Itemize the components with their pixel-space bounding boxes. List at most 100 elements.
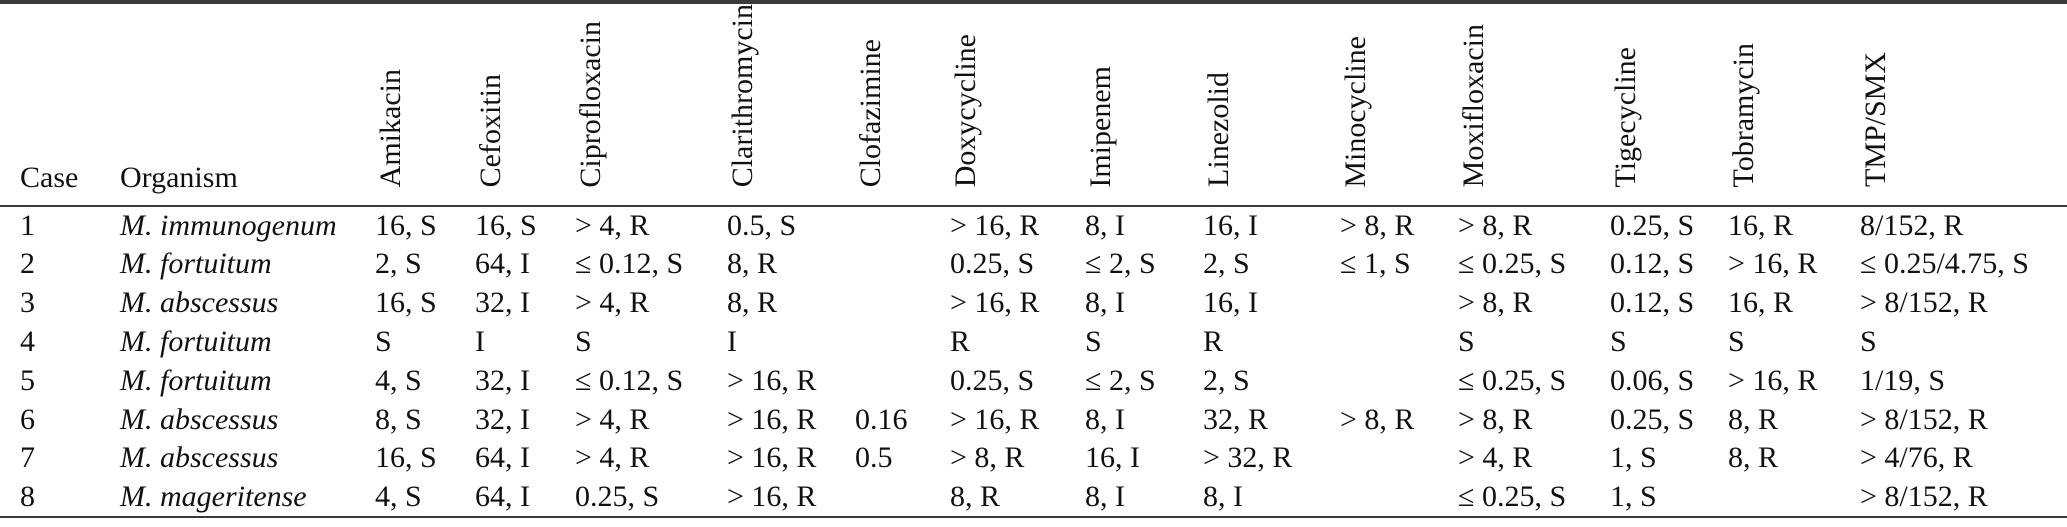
- column-header-tobramycin: Tobramycin: [1708, 2, 1840, 208]
- column-header-organism: Organism: [100, 2, 355, 208]
- susceptibility-cell: 16, S: [475, 209, 537, 243]
- susceptibility-cell: [835, 245, 930, 284]
- organism-cell: M. fortuitum: [120, 247, 272, 281]
- table-row: 4 M. fortuitum S I S I R S R S S S S: [0, 323, 2067, 362]
- susceptibility-cell: ≤ 1, S: [1340, 247, 1411, 281]
- susceptibility-cell: > 16, R: [950, 402, 1040, 436]
- susceptibility-cell: > 16, R: [950, 209, 1040, 243]
- susceptibility-cell: ≤ 2, S: [1085, 363, 1156, 397]
- susceptibility-cell: 4, S: [355, 477, 455, 518]
- susceptibility-cell: > 8/152, R: [1840, 477, 2067, 518]
- table-body: 1 M. immunogenum 16, S 16, S > 4, R 0.5, S > 1…: [0, 206, 2067, 518]
- column-header-label: TMP/SMX: [1859, 52, 1892, 188]
- susceptibility-cell: 64, I: [455, 477, 555, 518]
- column-header-label: Clofazimine: [854, 39, 887, 188]
- organism-cell: M. fortuitum: [120, 363, 272, 397]
- case-cell: 6: [20, 402, 35, 436]
- susceptibility-cell: 8, I: [1085, 209, 1125, 243]
- column-header-label: Cefoxitin: [474, 73, 507, 188]
- susceptibility-cell: [1320, 284, 1438, 323]
- susceptibility-cell: > 4, R: [575, 441, 650, 475]
- susceptibility-cell: S: [1860, 325, 1877, 359]
- case-cell: 1: [20, 209, 35, 243]
- table-row: 8 M. mageritense 4, S 64, I 0.25, S > 16, R 8,…: [0, 477, 2067, 518]
- table-row: 7 M. abscessus 16, S 64, I > 4, R > 16, R 0.5 >…: [0, 439, 2067, 478]
- susceptibility-cell: 8, I: [1183, 477, 1320, 518]
- case-cell: 3: [20, 286, 35, 320]
- susceptibility-cell: 8, I: [1085, 286, 1125, 320]
- susceptibility-cell: 0.25, S: [555, 477, 707, 518]
- susceptibility-cell: 2, S: [375, 247, 422, 281]
- susceptibility-cell: 16, S: [375, 286, 437, 320]
- susceptibility-cell: 2, S: [1203, 247, 1250, 281]
- susceptibility-cell: 0.12, S: [1610, 247, 1695, 281]
- susceptibility-cell: I: [727, 325, 737, 359]
- column-header-tigecycline: Tigecycline: [1590, 2, 1708, 208]
- susceptibility-cell: [835, 284, 930, 323]
- susceptibility-cell: [1320, 477, 1438, 518]
- column-header-label: Organism: [120, 161, 238, 195]
- susceptibility-cell: 16, R: [1728, 286, 1794, 320]
- susceptibility-cell: > 8, R: [1458, 402, 1533, 436]
- susceptibility-cell: 16, S: [375, 209, 437, 243]
- susceptibility-cell: > 4, R: [575, 209, 650, 243]
- organism-cell: M. abscessus: [120, 286, 279, 320]
- column-header-moxifloxacin: Moxifloxacin: [1438, 2, 1590, 208]
- susceptibility-cell: 0.5, S: [727, 209, 797, 243]
- susceptibility-cell: 8, I: [1065, 477, 1183, 518]
- column-header-linezolid: Linezolid: [1183, 2, 1320, 208]
- susceptibility-cell: 0.5: [855, 441, 893, 475]
- column-header-amikacin: Amikacin: [355, 2, 455, 208]
- susceptibility-cell: 32, I: [475, 286, 530, 320]
- susceptibility-cell: 32, I: [475, 402, 530, 436]
- susceptibility-cell: 16, I: [1203, 209, 1258, 243]
- susceptibility-cell: 8, R: [930, 477, 1065, 518]
- susceptibility-cell: > 4, R: [1458, 441, 1533, 475]
- organism-cell: M. abscessus: [120, 402, 279, 436]
- susceptibility-cell: 8, S: [375, 402, 422, 436]
- susceptibility-cell: S: [375, 325, 392, 359]
- susceptibility-cell: [1708, 477, 1840, 518]
- susceptibility-cell: [1320, 323, 1438, 362]
- organism-cell: M. fortuitum: [120, 325, 272, 359]
- susceptibility-cell: 8, I: [1085, 402, 1125, 436]
- susceptibility-cell: ≤ 2, S: [1085, 247, 1156, 281]
- column-header-label: Clarithromycin: [726, 4, 759, 188]
- susceptibility-cell: S: [1458, 325, 1475, 359]
- table-row: 5 M. fortuitum 4, S 32, I ≤ 0.12, S > 16, R 0.…: [0, 361, 2067, 400]
- susceptibility-cell: > 8/152, R: [1860, 286, 1988, 320]
- susceptibility-cell: S: [575, 325, 592, 359]
- susceptibility-cell: S: [1085, 325, 1102, 359]
- susceptibility-cell: ≤ 0.25/4.75, S: [1860, 247, 2029, 281]
- column-header-clofazimine: Clofazimine: [835, 2, 930, 208]
- susceptibility-cell: > 8, R: [1458, 209, 1533, 243]
- susceptibility-cell: > 8, R: [1340, 209, 1415, 243]
- column-header-imipenem: Imipenem: [1065, 2, 1183, 208]
- susceptibility-cell: [1320, 361, 1438, 400]
- column-header-label: Tigecycline: [1609, 46, 1642, 188]
- susceptibility-cell: > 16, R: [1728, 247, 1818, 281]
- column-header-label: Ciprofloxacin: [574, 20, 607, 188]
- susceptibility-cell: > 4/76, R: [1860, 441, 1973, 475]
- organism-cell: M. abscessus: [120, 441, 279, 475]
- susceptibility-cell: [835, 206, 930, 245]
- susceptibility-cell: > 8/152, R: [1860, 402, 1988, 436]
- column-header-label: Imipenem: [1084, 65, 1117, 188]
- susceptibility-cell: 1, S: [1610, 441, 1657, 475]
- susceptibility-cell: > 4, R: [575, 402, 650, 436]
- susceptibility-cell: 32, R: [1203, 402, 1269, 436]
- susceptibility-cell: 16, R: [1728, 209, 1794, 243]
- susceptibility-cell: > 16, R: [950, 286, 1040, 320]
- susceptibility-cell: > 8, R: [1340, 402, 1415, 436]
- susceptibility-cell: > 8, R: [950, 441, 1025, 475]
- column-header-case: Case: [0, 2, 100, 208]
- column-header-doxycycline: Doxycycline: [930, 2, 1065, 208]
- susceptibility-cell: [1320, 439, 1438, 478]
- susceptibility-cell: > 16, R: [707, 477, 835, 518]
- susceptibility-cell: [835, 361, 930, 400]
- case-cell: 2: [20, 247, 35, 281]
- susceptibility-cell: 8, R: [727, 247, 778, 281]
- susceptibility-cell: [835, 477, 930, 518]
